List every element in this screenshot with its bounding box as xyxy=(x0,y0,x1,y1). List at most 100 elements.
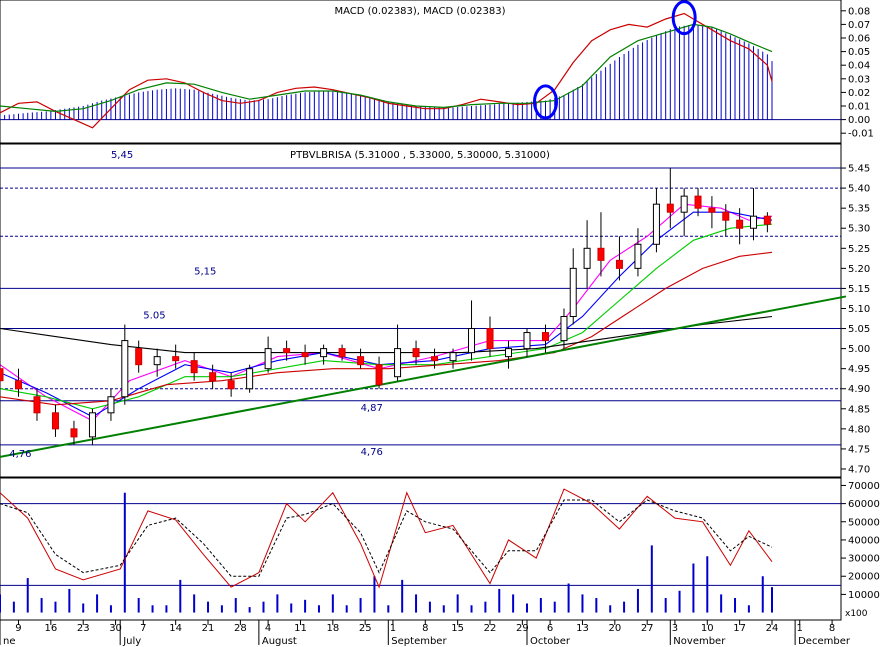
volume-bar xyxy=(331,594,334,613)
volume-bar xyxy=(0,594,1,613)
candle-body xyxy=(246,368,254,390)
macd-series-line xyxy=(0,23,773,113)
volume-bar xyxy=(82,603,85,613)
y-tick-label: 70000 xyxy=(848,481,880,492)
candle-body xyxy=(763,215,771,225)
y-tick-label: 0.00 xyxy=(848,115,870,126)
candle-body xyxy=(412,348,420,358)
candle-body xyxy=(486,328,494,350)
moving-average-line xyxy=(0,211,773,418)
candle-body xyxy=(33,396,41,414)
x-tick-label: 8 xyxy=(829,623,835,634)
volume-bar xyxy=(54,601,57,613)
x-tick-label: 14 xyxy=(169,623,182,634)
volume-unit: x100 xyxy=(845,609,868,619)
volume-bar xyxy=(345,605,348,613)
volume-bar xyxy=(706,556,709,613)
y-tick-label: 0.02 xyxy=(848,88,870,99)
price-y-axis: 5.45 5.40 5.35 5.30 5.25 5.20 5.15 5.10 5.05 5.00… xyxy=(841,164,870,475)
month-label: September xyxy=(391,636,447,647)
candle-body xyxy=(722,211,730,221)
volume-bar xyxy=(234,598,237,613)
macd-panel: MACD (0.02383), MACD (0.02383) 0.080.070… xyxy=(0,0,874,144)
volume-bar xyxy=(387,605,390,613)
volume-bar xyxy=(771,587,773,613)
x-tick-label: 15 xyxy=(451,623,464,634)
stochastic-line xyxy=(0,499,773,577)
y-tick-label: 5.05 xyxy=(848,324,870,335)
volume-bar xyxy=(96,594,99,613)
volume-bar xyxy=(567,583,570,613)
volume-bar xyxy=(151,605,154,613)
moving-average-line xyxy=(0,251,773,406)
y-tick-label: 5.25 xyxy=(848,244,870,255)
month-label: ne xyxy=(3,636,16,647)
volume-bar xyxy=(415,594,418,613)
candle-body xyxy=(541,332,549,342)
x-tick-label: 17 xyxy=(733,623,746,634)
volume-bar xyxy=(525,603,528,613)
volume-bar xyxy=(761,576,764,613)
candle-body xyxy=(135,348,143,366)
candle-body xyxy=(505,348,513,358)
x-tick-label: 1 xyxy=(797,623,803,634)
x-tick-label: 4 xyxy=(265,623,271,634)
y-tick-label: 0.05 xyxy=(848,47,870,58)
candles xyxy=(0,168,771,445)
macd-title: MACD (0.02383), MACD (0.02383) xyxy=(335,6,506,17)
y-tick-label: 0.03 xyxy=(848,74,870,85)
volume-bar xyxy=(220,605,223,613)
candle-body xyxy=(0,368,4,382)
y-tick-label: 4.85 xyxy=(848,404,870,415)
volume-bar xyxy=(137,598,140,613)
x-tick-label: 7 xyxy=(140,623,146,634)
x-tick-label: 10 xyxy=(701,623,714,634)
candle-body xyxy=(209,372,217,382)
x-tick-label: 30 xyxy=(109,623,122,634)
y-tick-label: 50000 xyxy=(848,517,880,528)
candle-body xyxy=(597,247,605,261)
x-tick-label: 25 xyxy=(359,623,372,634)
month-labels: ne July August September October November Dece… xyxy=(0,620,851,647)
y-tick-label: 4.95 xyxy=(848,364,870,375)
y-tick-label: 5.30 xyxy=(848,224,870,235)
candle-body xyxy=(264,348,272,370)
level-labels: 5,45 5,15 5.05 4,87 4,76 4,76 xyxy=(9,150,383,460)
y-tick-label: -0.01 xyxy=(848,129,874,140)
candle-body xyxy=(560,316,568,342)
x-tick-label: 28 xyxy=(234,623,247,634)
candle-body xyxy=(394,348,402,378)
y-tick-label: 60000 xyxy=(848,499,880,510)
volume-bar xyxy=(109,605,112,613)
volume-levels xyxy=(0,503,841,586)
x-ticks: 9 16 23 30 7 14 21 28 4 11 18 25 1 8 15 22 29 6 13 20 27 3 10 1… xyxy=(15,620,835,634)
price-title: PTBVLBRISA (5.31000 , 5.33000, 5.30000, … xyxy=(290,150,550,161)
volume-panel: 70000 60000 50000 40000 30000 20000 10000 x100 xyxy=(0,477,880,621)
volume-bar xyxy=(734,598,737,613)
volume-bar xyxy=(193,594,196,613)
volume-bar xyxy=(664,598,667,613)
volume-bar xyxy=(248,607,251,613)
x-tick-label: 6 xyxy=(547,623,553,634)
volume-bar xyxy=(720,594,723,613)
candle-body xyxy=(750,215,758,229)
x-tick-label: 21 xyxy=(202,623,215,634)
y-tick-label: 0.07 xyxy=(848,20,870,31)
stochastic-lines xyxy=(0,488,773,589)
x-tick-label: 3 xyxy=(672,623,678,634)
level-label: 4,76 xyxy=(9,449,31,460)
volume-bar xyxy=(290,603,293,613)
candle-body xyxy=(88,412,96,438)
candle-body xyxy=(583,247,591,269)
y-tick-label: 5.35 xyxy=(848,204,870,215)
y-tick-label: 30000 xyxy=(848,554,880,565)
volume-bar xyxy=(623,601,626,613)
level-label: 4,87 xyxy=(361,403,383,414)
volume-bar xyxy=(262,601,265,613)
candle-body xyxy=(375,364,383,386)
candle-body xyxy=(14,380,22,390)
level-label: 5,45 xyxy=(111,150,133,161)
x-tick-label: 22 xyxy=(484,623,497,634)
y-tick-label: 20000 xyxy=(848,572,880,583)
